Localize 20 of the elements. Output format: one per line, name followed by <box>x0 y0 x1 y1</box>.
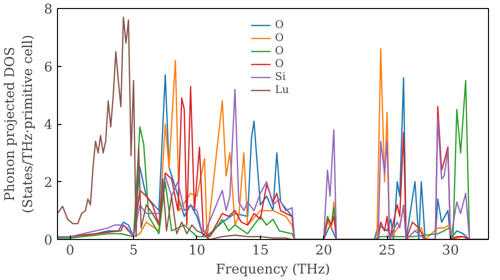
x-tick-label: 30 <box>442 244 459 258</box>
y-tick-label: 6 <box>44 60 53 76</box>
x-tick-label: 25 <box>378 244 396 258</box>
x-tick-label: 15 <box>252 244 269 258</box>
x-tick-label: 5 <box>129 244 138 258</box>
legend-label: O <box>275 31 285 44</box>
y-axis-title: Phonon projected DOS (States/THz·primitive cell) <box>3 34 36 214</box>
x-tick-label: 20 <box>315 244 332 258</box>
legend-label: O <box>275 57 285 70</box>
y-tick-label: 8 <box>44 2 53 18</box>
x-tick-label: 0 <box>66 244 74 258</box>
y-tick-label: 2 <box>44 176 53 191</box>
x-tick-label: 10 <box>188 244 206 258</box>
y-tick-label: 0 <box>44 234 53 248</box>
legend-label: O <box>275 18 285 31</box>
legend-label: Si <box>275 70 287 83</box>
legend-label: Lu <box>275 83 290 96</box>
legend-label: O <box>275 44 285 57</box>
x-axis-title: Frequency (THz) <box>216 262 330 278</box>
y-tick-label: 4 <box>44 118 53 133</box>
